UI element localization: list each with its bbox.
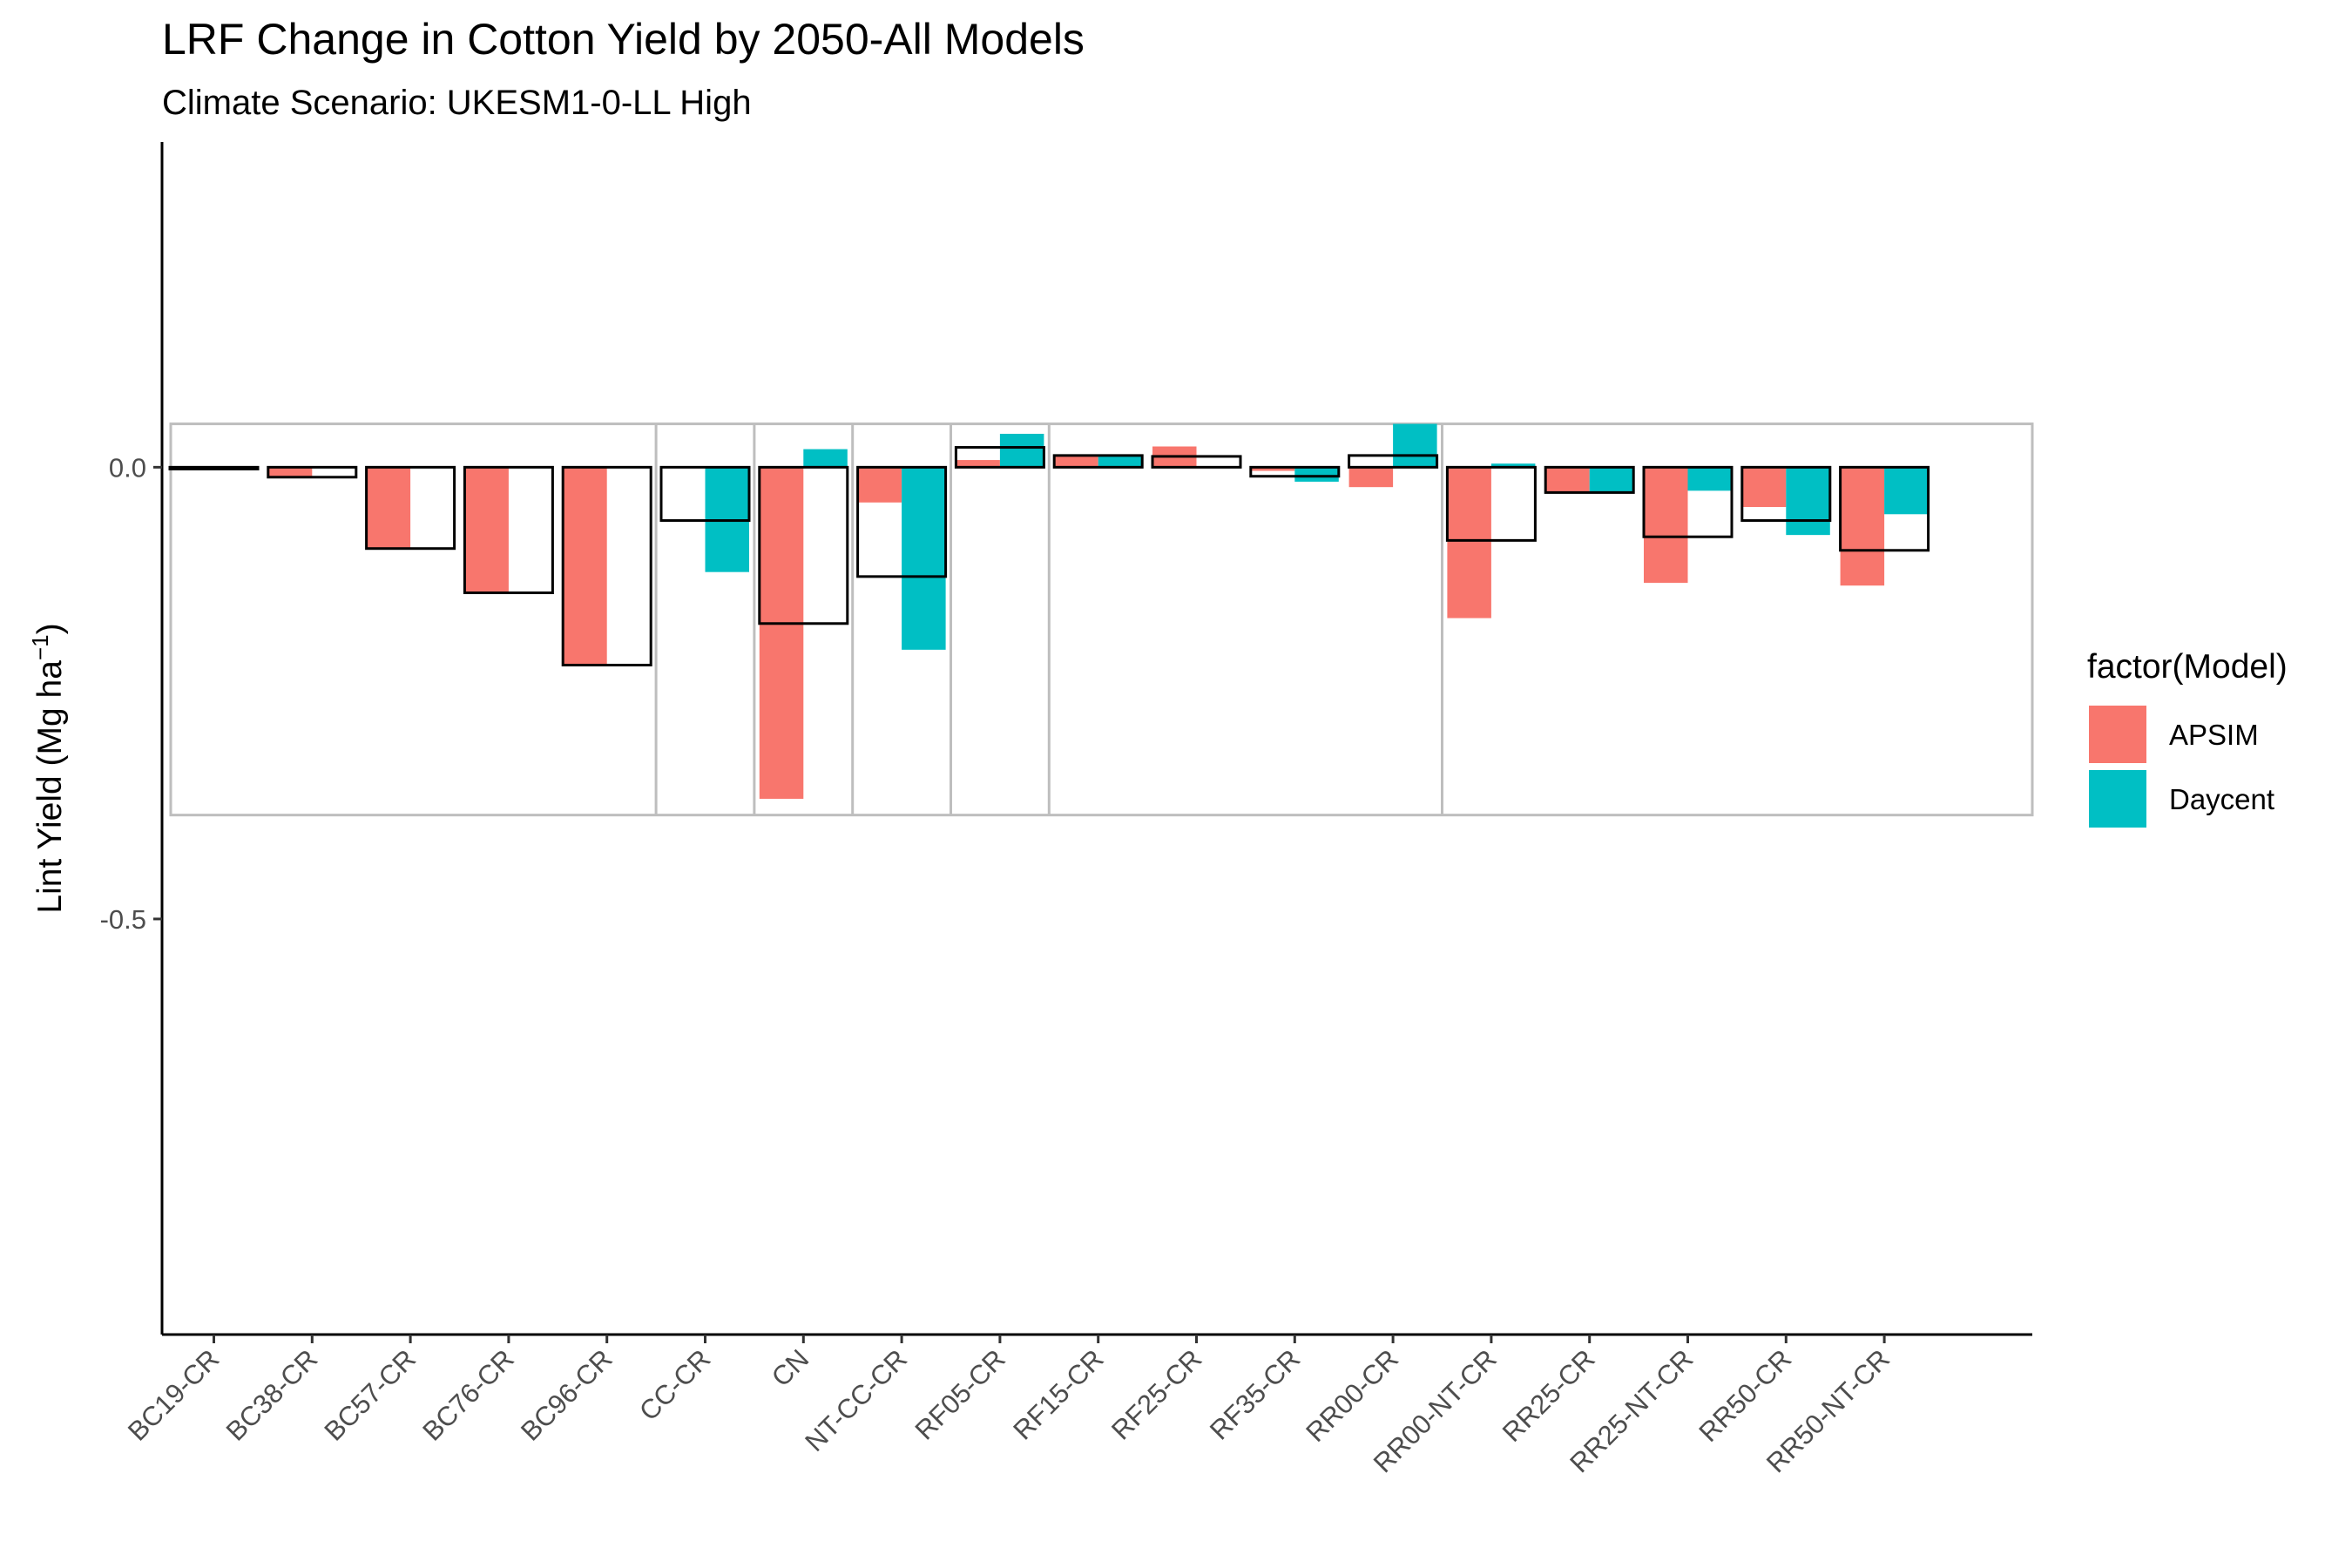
x-tick-label: RF05-CR — [909, 1343, 1011, 1445]
y-tick-label: 0.0 — [109, 452, 146, 483]
mean-outline-nt-cc-cr — [856, 465, 948, 578]
legend-key-daycent — [2089, 770, 2146, 828]
y-axis-label-superscript: −1 — [27, 634, 53, 660]
legend-label-daycent: Daycent — [2169, 783, 2274, 815]
x-tick-label: CN — [766, 1343, 814, 1392]
x-tick-label: NT-CC-CR — [799, 1343, 913, 1457]
x-tick-label: RR00-CR — [1300, 1343, 1404, 1448]
bar-apsim-bc96-cr — [563, 467, 607, 666]
chart-title: LRF Change in Cotton Yield by 2050-All M… — [162, 15, 1085, 64]
legend: factor(Model) APSIM Daycent — [2087, 648, 2288, 828]
y-axis-label: Lint Yield (Mg ha−1) — [27, 623, 69, 913]
mean-outline-rr50-cr — [1740, 465, 1832, 523]
bar-daycent-rr50-cr — [1786, 467, 1830, 536]
mean-outline-rf35-cr — [1249, 465, 1341, 478]
bar-apsim-rf05-cr — [956, 460, 1000, 468]
bar-apsim-rr25-nt-cr — [1644, 467, 1688, 584]
mean-outline-bc96-cr — [561, 465, 652, 666]
bar-daycent-rr00-cr — [1393, 423, 1437, 468]
bar-apsim-bc57-cr — [366, 467, 411, 549]
bar-apsim-bc76-cr — [464, 467, 509, 593]
group-box-outline — [169, 422, 2034, 817]
x-tick-label: BC57-CR — [318, 1343, 422, 1447]
bar-apsim-nt-cc-cr — [857, 467, 902, 503]
bar-apsim-rr25-cr — [1545, 467, 1590, 493]
bar-daycent-rf15-cr — [1098, 455, 1143, 468]
legend-label-apsim: APSIM — [2169, 719, 2259, 751]
mean-outline-rr25-nt-cr — [1642, 465, 1734, 538]
x-tick-label: BC96-CR — [515, 1343, 618, 1447]
mean-outline-rf15-cr — [1052, 454, 1144, 469]
x-tick-label: RR25-CR — [1497, 1343, 1601, 1448]
mean-outline-rr50-nt-cr — [1839, 465, 1930, 552]
legend-title: factor(Model) — [2087, 648, 2288, 686]
x-tick-label: BC76-CR — [416, 1343, 520, 1447]
mean-outline-rr00-nt-cr — [1445, 465, 1537, 542]
mean-outline-rf25-cr — [1151, 455, 1242, 469]
x-tick-label: BC19-CR — [122, 1343, 226, 1447]
mean-outline-bc38-cr — [267, 465, 358, 479]
y-axis-label-close: ) — [31, 623, 69, 634]
bar-apsim-rr50-nt-cr — [1840, 467, 1885, 586]
bar-apsim-rr50-cr — [1741, 467, 1787, 507]
plot-area — [168, 422, 2034, 817]
x-tick-label: RF15-CR — [1007, 1343, 1109, 1445]
y-axis: 0.0 -0.5 — [100, 142, 164, 1335]
x-tick-label: BC38-CR — [220, 1343, 324, 1447]
x-tick-label: RR50-CR — [1693, 1343, 1797, 1448]
mean-outline-cc-cr — [659, 465, 751, 523]
bar-apsim-rr00-nt-cr — [1447, 467, 1491, 618]
y-axis-label-text: Lint Yield (Mg ha — [31, 660, 69, 914]
mean-outline-bc19-cr — [168, 465, 260, 470]
mean-outline-rr00-cr — [1348, 454, 1439, 469]
mean-outline-bc76-cr — [463, 465, 554, 595]
x-tick-label: RF25-CR — [1105, 1343, 1207, 1445]
mean-outline-cn — [758, 465, 849, 625]
bar-daycent-rf35-cr — [1294, 467, 1339, 482]
bar-daycent-rr00-nt-cr — [1490, 463, 1536, 468]
x-tick-label: CC-CR — [633, 1343, 716, 1426]
mean-outline-rr25-cr — [1544, 465, 1635, 494]
bar-apsim-bc38-cr — [267, 467, 313, 477]
legend-key-apsim — [2089, 706, 2146, 763]
bar-daycent-rr25-cr — [1589, 467, 1634, 493]
mean-outline-rf05-cr — [954, 446, 1045, 469]
chart-subtitle: Climate Scenario: UKESM1-0-LL High — [162, 84, 752, 122]
bar-apsim-rf35-cr — [1250, 467, 1295, 471]
mean-outline-bc57-cr — [365, 465, 456, 551]
bar-daycent-rr50-nt-cr — [1884, 467, 1929, 515]
bar-apsim-cn — [759, 467, 804, 799]
bar-daycent-rr25-nt-cr — [1687, 467, 1732, 491]
bar-daycent-nt-cc-cr — [902, 467, 946, 650]
x-tick-label: RF35-CR — [1204, 1343, 1306, 1445]
bar-apsim-rf15-cr — [1054, 455, 1098, 468]
bar-apsim-rr00-cr — [1348, 467, 1394, 488]
bar-daycent-rf05-cr — [999, 433, 1044, 468]
bar-daycent-cn — [803, 449, 848, 468]
y-tick-label: -0.5 — [100, 904, 146, 935]
